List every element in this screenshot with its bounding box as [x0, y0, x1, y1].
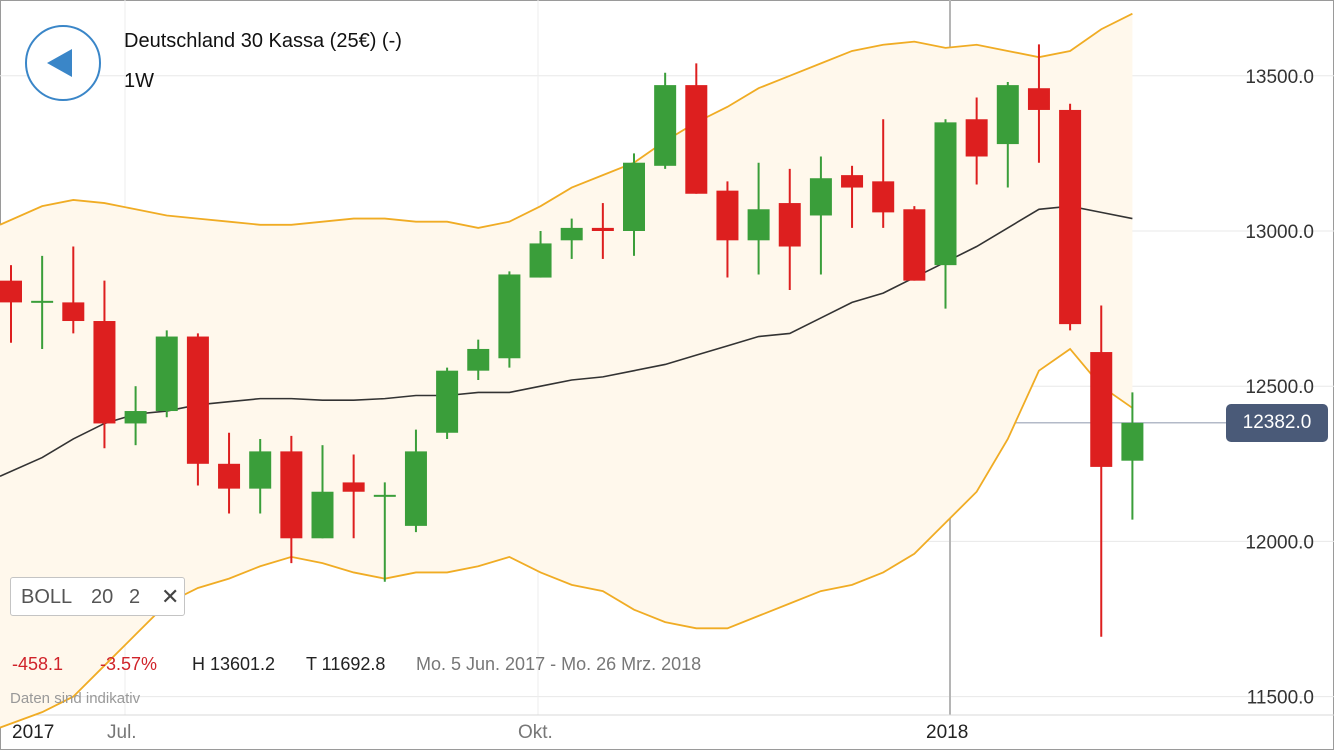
y-tick-label: 13500.0 — [1245, 67, 1314, 88]
back-arrow-icon — [47, 49, 72, 77]
indicator-period: 20 — [91, 586, 114, 608]
candle-up — [934, 122, 957, 266]
candle-up — [436, 370, 459, 433]
disclaimer: Daten sind indikativ — [10, 690, 141, 707]
candle-down — [685, 85, 708, 194]
candle-down — [218, 463, 241, 489]
candle-down — [342, 482, 365, 492]
candle-down — [1059, 109, 1082, 325]
candle-up — [311, 491, 334, 539]
interval-label[interactable]: 1W — [124, 70, 154, 92]
x-tick-label: Okt. — [518, 722, 553, 743]
candle-down — [93, 321, 116, 424]
high-value: H 13601.2 — [192, 654, 276, 674]
instrument-title: Deutschland 30 Kassa (25€) (-) — [124, 30, 402, 52]
close-icon[interactable]: ✕ — [161, 584, 180, 609]
candle-up — [996, 85, 1019, 145]
y-tick-label: 12500.0 — [1245, 377, 1314, 398]
candle-up — [155, 336, 178, 412]
candles — [0, 44, 1144, 637]
change-percent: -3.57% — [100, 654, 158, 674]
y-tick-label: 12000.0 — [1245, 532, 1314, 553]
candle-up — [1121, 422, 1144, 461]
low-value: T 11692.8 — [306, 654, 386, 674]
candle-down — [716, 190, 739, 241]
candle-down — [186, 336, 209, 464]
lower-band-line — [0, 347, 1133, 729]
candle-up — [467, 348, 490, 371]
candle-up — [623, 162, 645, 231]
upper-band-line — [0, 12, 1133, 229]
indicator-chip[interactable]: BOLL 20 2 ✕ — [10, 577, 185, 616]
candle-down — [965, 119, 988, 157]
candle-up — [373, 494, 396, 497]
candle-down — [62, 302, 85, 322]
x-tick-label: 2017 — [12, 722, 55, 743]
indicator-stddev: 2 — [129, 586, 141, 608]
x-tick-label: Jul. — [107, 722, 137, 743]
candle-down — [1027, 88, 1050, 110]
y-tick-label: 13000.0 — [1245, 222, 1314, 243]
candle-up — [498, 274, 521, 359]
candle-up — [809, 178, 832, 216]
candle-down — [0, 280, 22, 303]
candle-down — [872, 181, 895, 213]
current-price-badge: 12382.0 — [1226, 404, 1328, 442]
candle-up — [654, 85, 677, 166]
candle-down — [280, 451, 303, 539]
candle-up — [249, 451, 272, 489]
candle-up — [31, 300, 54, 303]
candle-up — [747, 209, 770, 241]
price-axis: 11500.0 12000.0 12500.0 13000.0 13500.0 — [1245, 67, 1314, 709]
back-button[interactable] — [25, 25, 101, 101]
candle-down — [841, 175, 864, 188]
candle-up — [529, 243, 552, 278]
candle-down — [778, 203, 801, 247]
date-range: Mo. 5 Jun. 2017 - Mo. 26 Mrz. 2018 — [416, 654, 702, 674]
candle-up — [404, 451, 427, 526]
band-fill — [0, 13, 1133, 728]
y-tick-label: 11500.0 — [1247, 688, 1314, 709]
x-tick-label: 2018 — [926, 722, 969, 743]
change-absolute: -458.1 — [12, 654, 64, 674]
candle-down — [591, 227, 614, 231]
candle-up — [124, 411, 147, 424]
candle-up — [560, 227, 583, 241]
candle-down — [903, 209, 926, 281]
indicator-name: BOLL — [21, 586, 73, 608]
candle-down — [1090, 352, 1113, 467]
